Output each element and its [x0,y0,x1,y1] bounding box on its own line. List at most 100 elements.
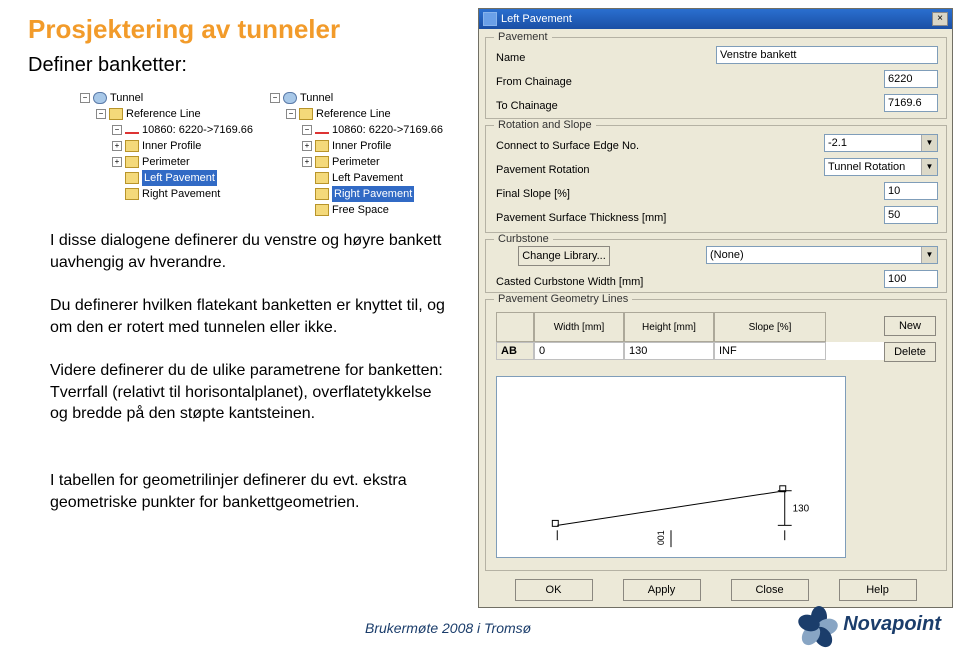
body-paragraph-4: I tabellen for geometrilinjer definerer … [50,470,450,513]
chevron-down-icon[interactable]: ▼ [921,135,937,151]
tree-item[interactable]: −Tunnel [270,90,443,106]
tree-item[interactable]: +Inner Profile [270,138,443,154]
expand-icon[interactable]: + [302,141,312,151]
slide-subtitle: Definer banketter: [28,54,187,77]
tree-left: −Tunnel −Reference Line −10860: 6220->71… [80,90,253,202]
folder-icon [125,188,139,200]
expand-icon[interactable]: + [112,141,122,151]
tunnel-icon [283,92,297,104]
table-header-blank [496,312,534,342]
change-library-button[interactable]: Change Library... [518,246,610,266]
final-slope-field[interactable]: 10 [884,182,938,200]
tree-item[interactable]: −10860: 6220->7169.66 [80,122,253,138]
pavement-group: Pavement Name Venstre bankett From Chain… [485,37,947,119]
slide: Prosjektering av tunneler Definer banket… [0,0,959,648]
geometry-preview: 130 001 [496,376,846,558]
new-button[interactable]: New [884,316,936,336]
curbstone-width-label: Casted Curbstone Width [mm] [496,276,643,288]
collapse-icon[interactable]: − [302,125,312,135]
body-paragraph-3: Videre definerer du de ulike parametrene… [50,360,450,425]
row-label: AB [496,342,534,360]
pavement-rotation-combo[interactable]: Tunnel Rotation▼ [824,158,938,176]
folder-icon [315,172,329,184]
group-caption: Pavement Geometry Lines [494,293,632,305]
from-chainage-field[interactable]: 6220 [884,70,938,88]
folder-icon [315,140,329,152]
dialog-titlebar[interactable]: Left Pavement × [479,9,952,29]
table-row[interactable]: AB 0 130 INF [496,342,896,360]
tree-item[interactable]: Free Space [270,202,443,218]
expand-icon[interactable]: + [302,157,312,167]
close-icon[interactable]: × [932,12,948,26]
tree-item-selected[interactable]: Right Pavement [270,186,443,202]
tree-item[interactable]: −Reference Line [80,106,253,122]
from-chainage-label: From Chainage [496,76,572,88]
tree-item-selected[interactable]: Left Pavement [80,170,253,186]
delete-button[interactable]: Delete [884,342,936,362]
polyline-icon [125,132,139,134]
apply-button[interactable]: Apply [623,579,701,601]
rotation-slope-group: Rotation and Slope Connect to Surface Ed… [485,125,947,233]
collapse-icon[interactable]: − [270,93,280,103]
footer-text: Brukermøte 2008 i Tromsø [365,620,531,636]
folder-icon [315,188,329,200]
geometry-table-header: Width [mm] Height [mm] Slope [%] [496,312,896,342]
table-header-slope: Slope [%] [714,312,826,342]
folder-icon[interactable] [496,249,512,263]
tree-item[interactable]: +Inner Profile [80,138,253,154]
geometry-lines-group: Pavement Geometry Lines Width [mm] Heigh… [485,299,947,571]
body-paragraph-1: I disse dialogene definerer du venstre o… [50,230,450,273]
collapse-icon[interactable]: − [80,93,90,103]
help-button[interactable]: Help [839,579,917,601]
thickness-field[interactable]: 50 [884,206,938,224]
collapse-icon[interactable]: − [96,109,106,119]
folder-icon [315,204,329,216]
surface-edge-combo[interactable]: -2.1▼ [824,134,938,152]
logo-mark-icon [801,606,837,642]
tree-item[interactable]: +Perimeter [270,154,443,170]
curbstone-width-field[interactable]: 100 [884,270,938,288]
curbstone-library-combo[interactable]: (None)▼ [706,246,938,264]
body-paragraph-2: Du definerer hvilken flatekant banketten… [50,295,450,338]
folder-icon [109,108,123,120]
tree-item[interactable]: +Perimeter [80,154,253,170]
tree-item[interactable]: −10860: 6220->7169.66 [270,122,443,138]
close-button[interactable]: Close [731,579,809,601]
group-caption: Curbstone [494,233,553,245]
tree-item[interactable]: −Tunnel [80,90,253,106]
pavement-rotation-label: Pavement Rotation [496,164,590,176]
dialog-button-row: OK Apply Close Help [479,579,952,601]
name-label: Name [496,52,525,64]
row-width-cell[interactable]: 0 [534,342,624,360]
collapse-icon[interactable]: − [286,109,296,119]
preview-dim-130: 130 [793,504,810,515]
app-icon [483,12,497,26]
novapoint-logo: Novapoint [801,606,941,642]
polyline-icon [315,132,329,134]
tunnel-icon [93,92,107,104]
thickness-label: Pavement Surface Thickness [mm] [496,212,666,224]
folder-icon [315,156,329,168]
tree-item[interactable]: −Reference Line [270,106,443,122]
collapse-icon[interactable]: − [112,125,122,135]
row-height-cell[interactable]: 130 [624,342,714,360]
folder-icon [299,108,313,120]
to-chainage-label: To Chainage [496,100,558,112]
chevron-down-icon[interactable]: ▼ [921,247,937,263]
tree-item[interactable]: Right Pavement [80,186,253,202]
folder-icon [125,140,139,152]
curbstone-group: Curbstone Change Library... (None)▼ Cast… [485,239,947,293]
name-field[interactable]: Venstre bankett [716,46,938,64]
to-chainage-field[interactable]: 7169.6 [884,94,938,112]
chevron-down-icon[interactable]: ▼ [921,159,937,175]
expand-icon[interactable]: + [112,157,122,167]
table-header-width: Width [mm] [534,312,624,342]
logo-text: Novapoint [843,613,941,636]
row-slope-cell[interactable]: INF [714,342,826,360]
folder-icon [125,156,139,168]
ok-button[interactable]: OK [515,579,593,601]
folder-icon [125,172,139,184]
tree-item[interactable]: Left Pavement [270,170,443,186]
slide-title: Prosjektering av tunneler [28,14,340,45]
group-caption: Rotation and Slope [494,119,596,131]
